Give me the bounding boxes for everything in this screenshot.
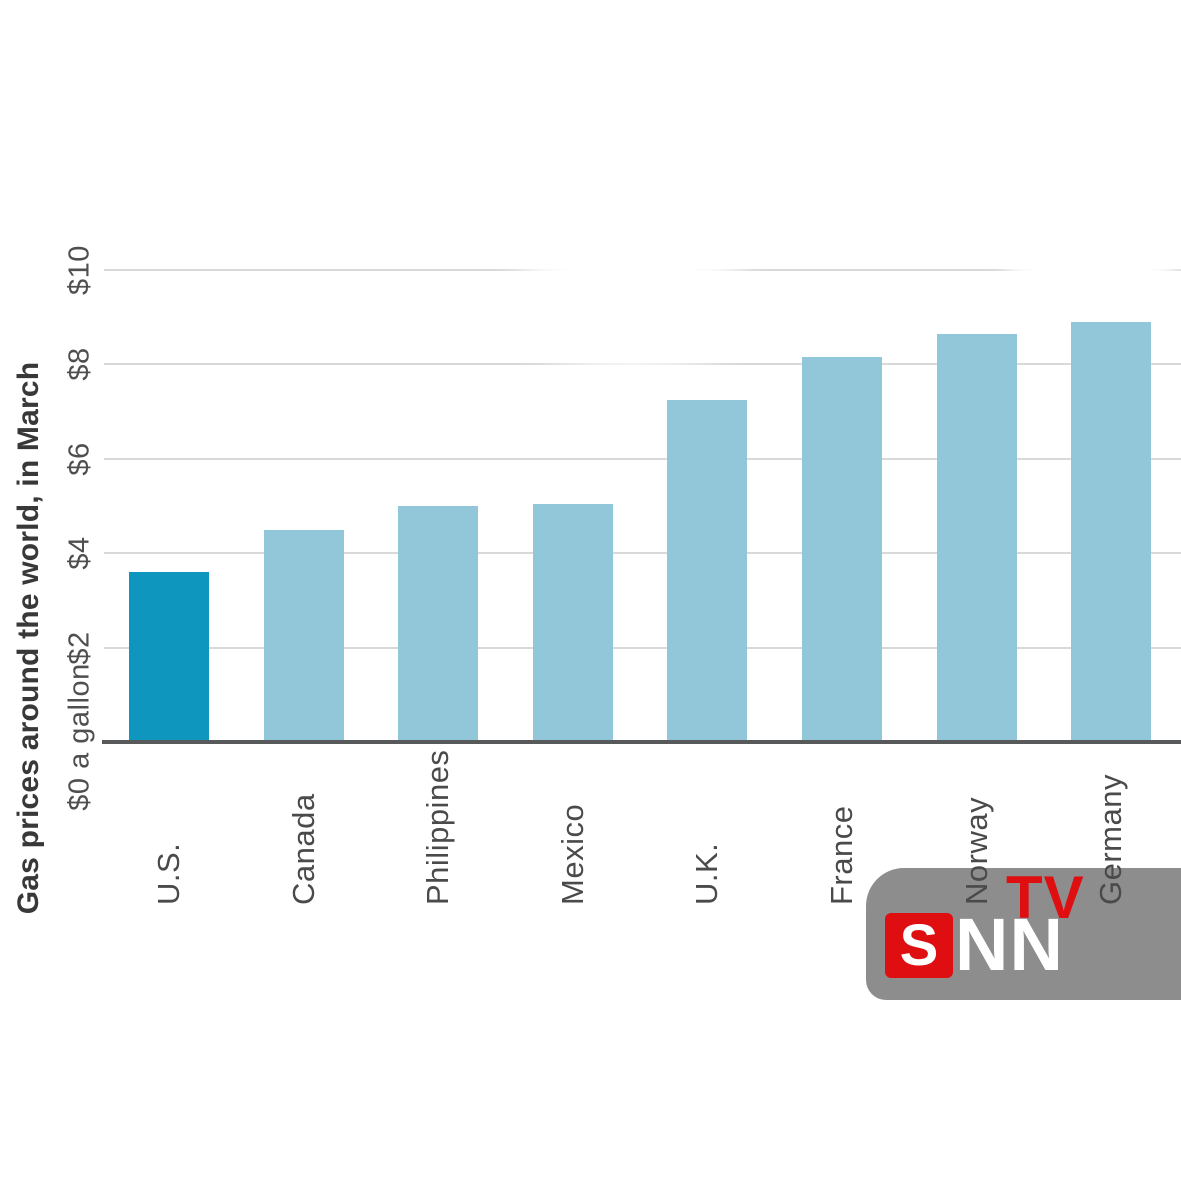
bar-us (129, 572, 209, 742)
logo-tv-letters: TV (1006, 864, 1085, 931)
bar-norway (936, 333, 1017, 742)
x-label-germany: Germany (1093, 774, 1129, 905)
y-tick-label-8: $8 (63, 347, 96, 382)
logo-s-letter: S (899, 912, 939, 978)
bar-uk (667, 399, 748, 742)
y-tick-label-2: $2 (63, 630, 96, 665)
white-smudge-right (1002, 244, 1181, 324)
bar-germany (1071, 321, 1152, 742)
x-label-uk: U.K. (689, 842, 725, 905)
bar-canada (263, 529, 344, 742)
white-smudge-left (495, 248, 767, 368)
gridline-4 (104, 552, 1181, 555)
x-label-france: France (824, 805, 859, 905)
y-tick-label-0: $0 a gallon (63, 663, 96, 811)
y-tick-label-4: $4 (63, 536, 96, 570)
y-tick-label-10: $10 (63, 245, 96, 295)
gridline-2 (104, 646, 1181, 649)
bar-france (802, 357, 882, 742)
logo-nn-letters: NN (955, 903, 1064, 986)
x-axis-line (102, 740, 1181, 744)
gridline-6 (104, 457, 1181, 460)
x-label-mexico: Mexico (554, 803, 590, 905)
chart-title: Gas prices around the world, in March (12, 361, 45, 915)
logo-s-badge: S (885, 913, 953, 978)
x-label-us: U.S. (151, 842, 186, 905)
snn-tv-logo: S NN TV (866, 868, 1181, 1000)
x-label-canada: Canada (285, 793, 321, 905)
bar-philippines (398, 506, 479, 742)
bar-mexico (532, 503, 613, 742)
x-label-norway: Norway (958, 796, 994, 905)
x-label-philippines: Philippines (420, 749, 456, 905)
y-tick-label-6: $6 (63, 442, 96, 476)
